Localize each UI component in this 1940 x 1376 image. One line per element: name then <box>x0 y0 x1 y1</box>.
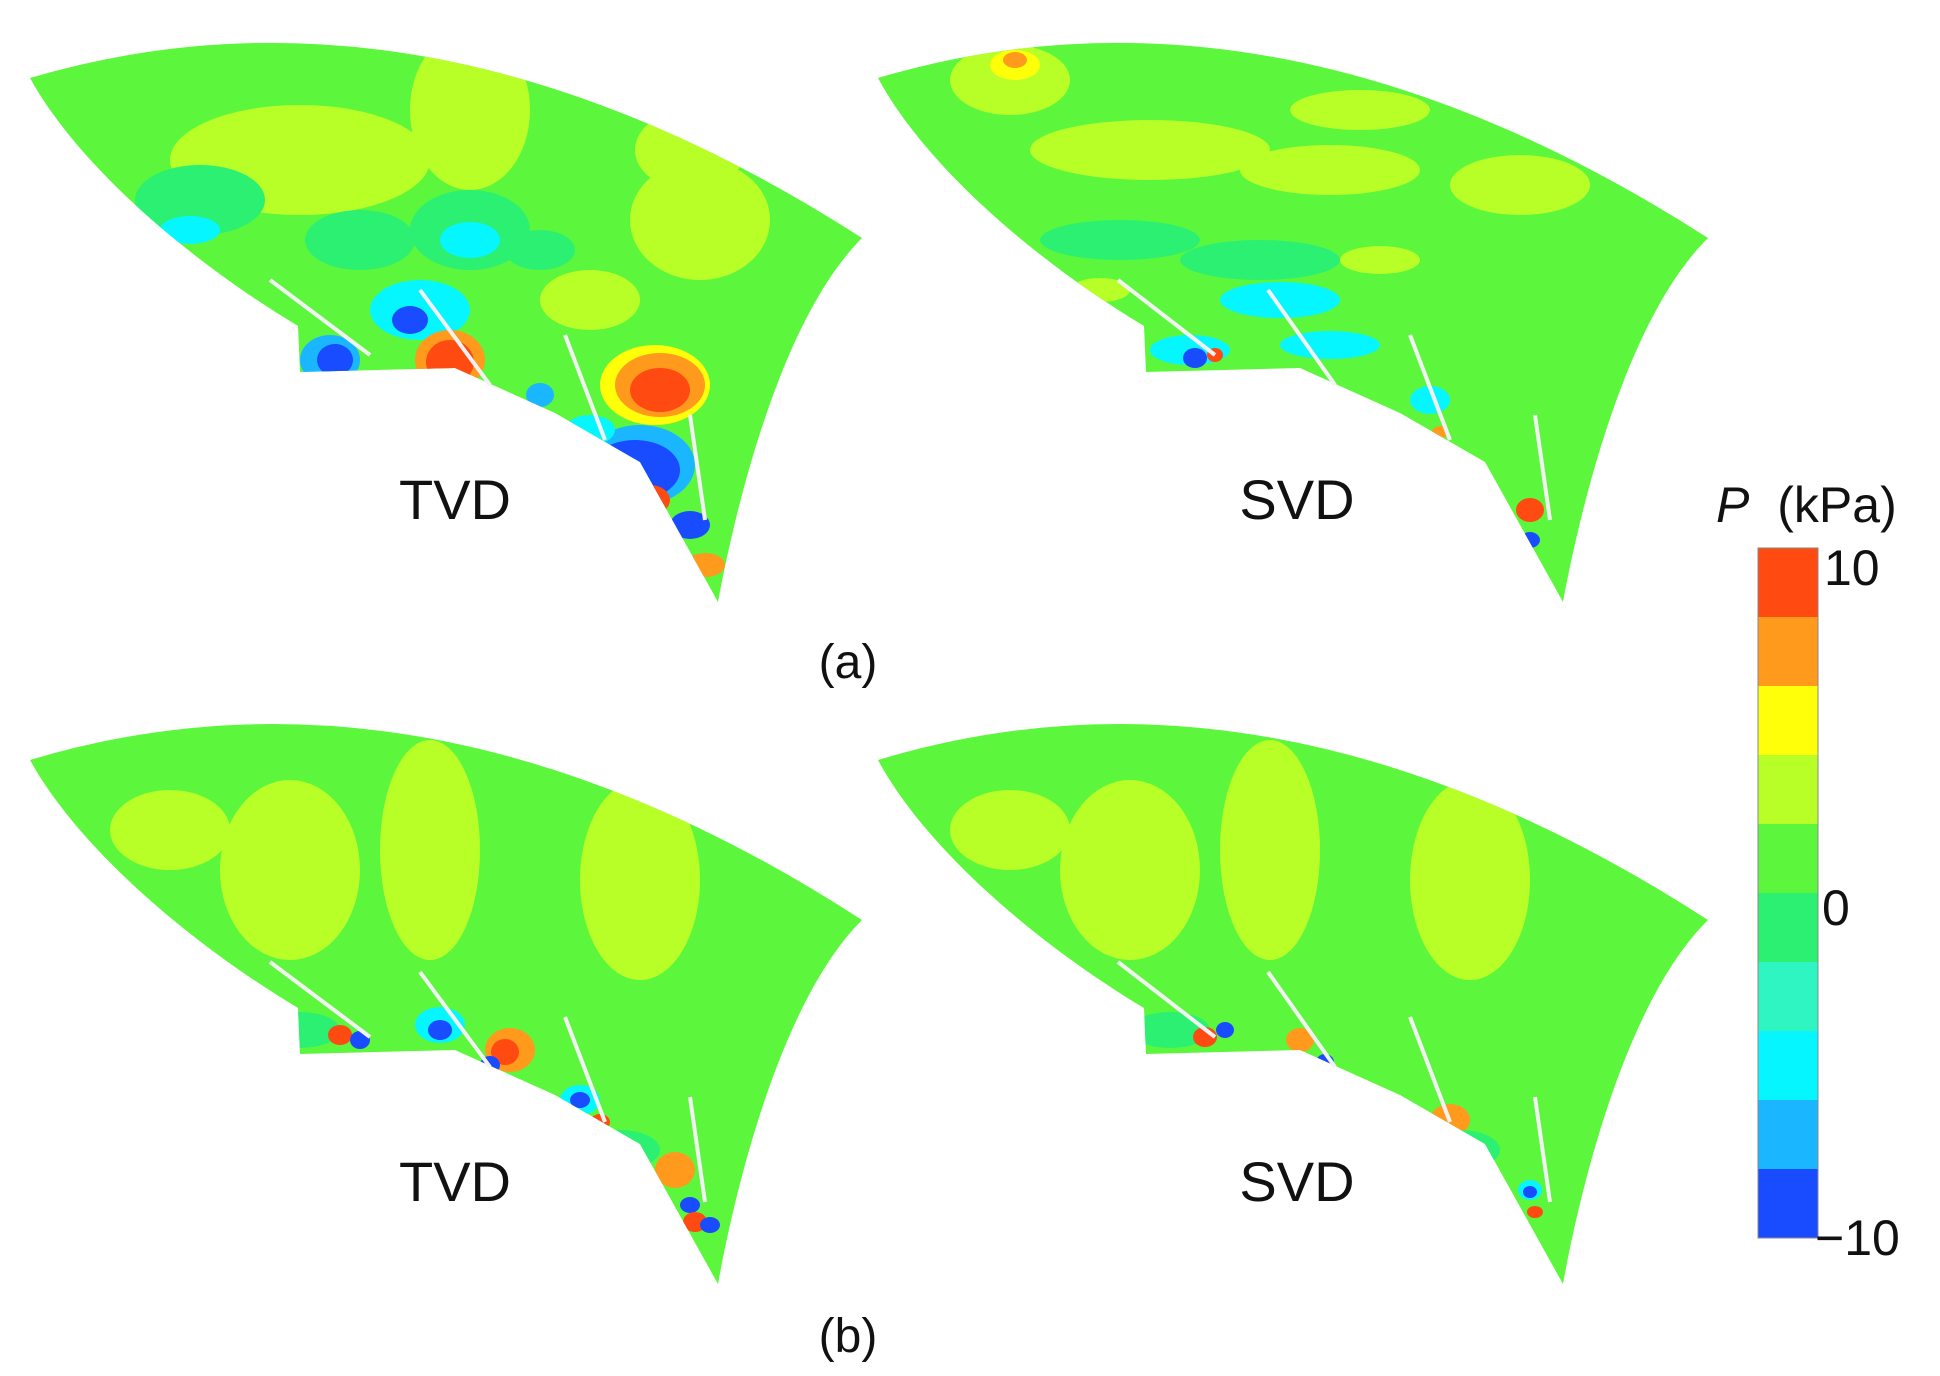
colorbar-title: P (kPa) <box>1716 477 1897 533</box>
panel-label-b-tvd: TVD <box>399 1150 511 1213</box>
colorbar-symbol: P <box>1716 477 1750 533</box>
panel-label-a-svd: SVD <box>1239 468 1354 531</box>
colorbar-frame <box>1757 547 1819 1239</box>
colorbar-min-label: −10 <box>1815 1210 1900 1266</box>
colorbar-swatch <box>1758 1100 1818 1170</box>
panel-b-tvd: TVD <box>30 724 862 1284</box>
caption-a: (a) <box>819 636 878 689</box>
colorbar-swatch <box>1758 962 1818 1032</box>
colorbar-swatches <box>1758 548 1818 1239</box>
caption-b: (b) <box>819 1310 878 1363</box>
colorbar-swatch <box>1758 1031 1818 1101</box>
colorbar-swatch <box>1758 686 1818 756</box>
panel-b-svd: SVD <box>878 724 1708 1284</box>
panel-a-tvd: TVD <box>30 42 862 603</box>
panel-label-a-tvd: TVD <box>399 468 511 531</box>
colorbar-swatch <box>1758 824 1818 894</box>
colorbar-swatch <box>1758 548 1818 618</box>
colorbar: P (kPa) 10 0 −10 <box>1716 477 1900 1266</box>
blades-a-svd <box>1116 278 1552 521</box>
blades-b-tvd <box>268 960 707 1203</box>
blades-b-svd <box>1116 960 1552 1203</box>
colorbar-max-label: 10 <box>1824 540 1880 596</box>
panel-label-b-svd: SVD <box>1239 1150 1354 1213</box>
colorbar-swatch <box>1758 1169 1818 1239</box>
colorbar-unit: (kPa) <box>1777 477 1896 533</box>
panel-a-svd: SVD <box>878 42 1708 603</box>
colorbar-swatch <box>1758 893 1818 963</box>
blades-a-tvd <box>268 278 707 521</box>
colorbar-swatch <box>1758 617 1818 687</box>
colorbar-swatch <box>1758 755 1818 825</box>
colorbar-mid-label: 0 <box>1822 880 1850 936</box>
